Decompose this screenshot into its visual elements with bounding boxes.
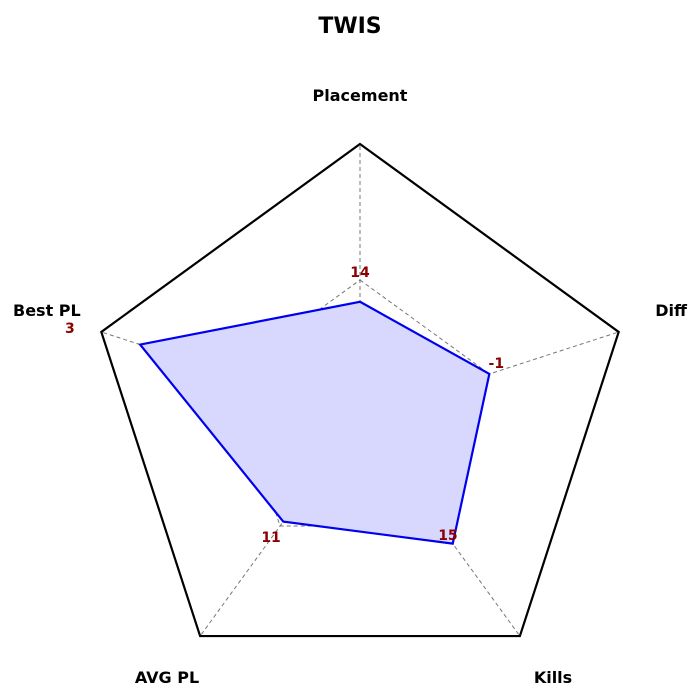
value-label-avg-pl: 11 bbox=[261, 530, 280, 546]
value-label-placement: 14 bbox=[350, 265, 370, 281]
value-label-kills: 15 bbox=[438, 528, 457, 544]
series-area bbox=[138, 300, 491, 545]
axis-label-avg-pl: AVG PL bbox=[135, 668, 199, 687]
axis-label-best-pl: Best PL bbox=[13, 301, 81, 320]
axis-label-kills: Kills bbox=[534, 668, 572, 687]
value-label-diff: -1 bbox=[489, 356, 505, 372]
axis-label-diff: Diff bbox=[655, 301, 688, 320]
value-label-best-pl: 3 bbox=[65, 321, 75, 337]
chart-title: TWIS bbox=[318, 14, 381, 39]
grid-ring-outer bbox=[100, 142, 620, 638]
axis-label-placement: Placement bbox=[313, 86, 408, 105]
